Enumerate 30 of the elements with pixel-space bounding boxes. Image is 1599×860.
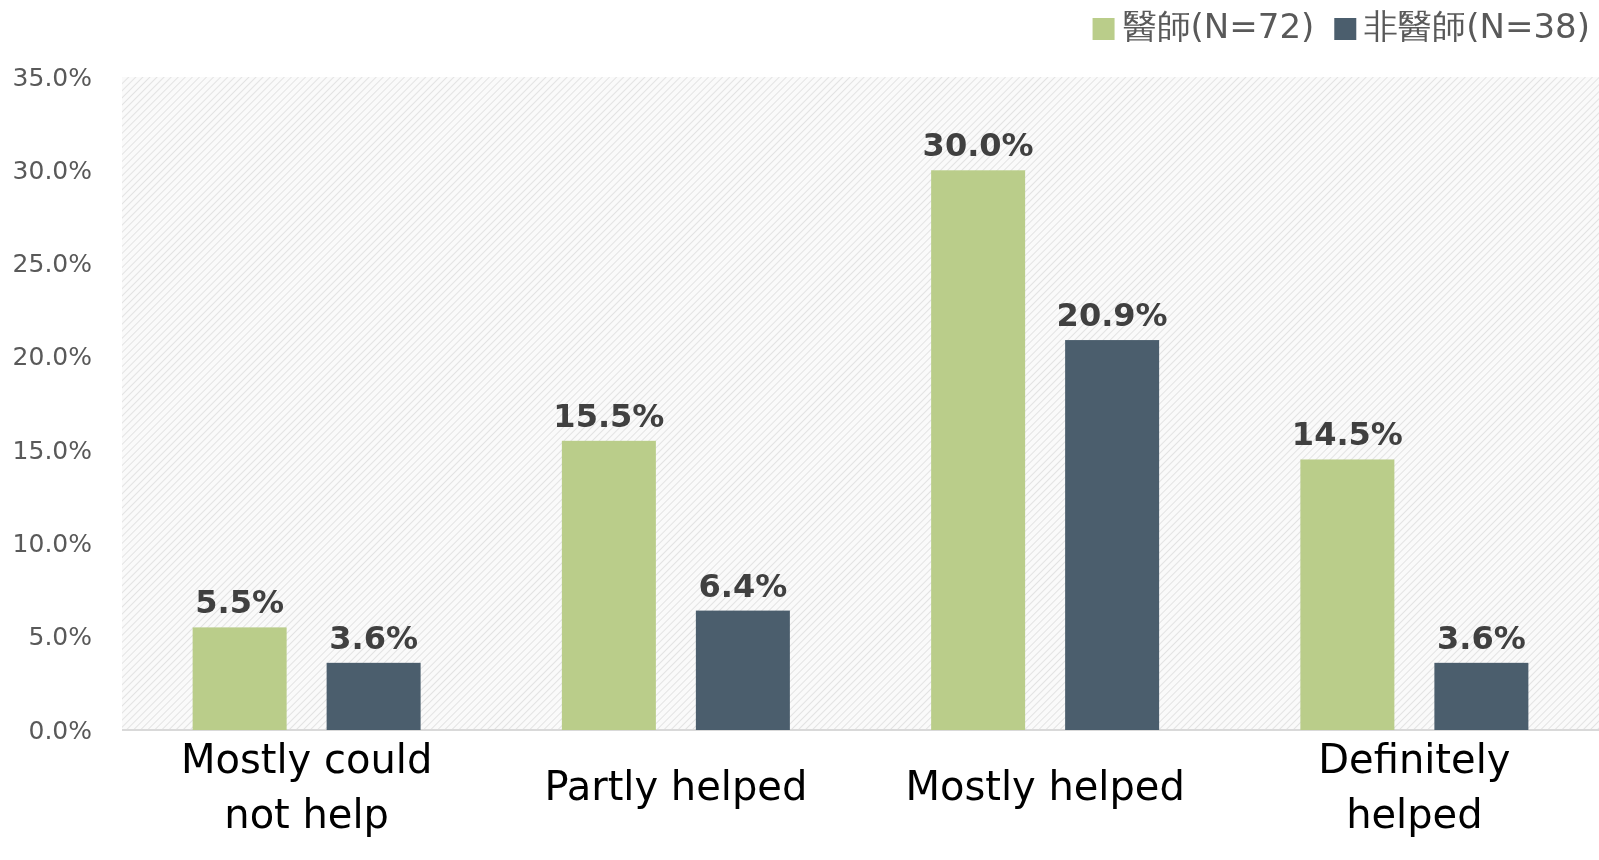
- data-label: 14.5%: [1291, 415, 1403, 454]
- x-tick-label: Definitely helped: [1318, 736, 1511, 837]
- data-label: 30.0%: [922, 126, 1034, 165]
- bar: [695, 610, 790, 730]
- data-label: 3.6%: [329, 618, 418, 657]
- bar: [326, 662, 421, 730]
- data-label: 3.6%: [1437, 618, 1526, 657]
- legend-label: 醫師(N=72): [1122, 6, 1315, 46]
- y-tick-label: 35.0%: [12, 62, 92, 92]
- data-label: 15.5%: [553, 396, 665, 435]
- x-tick-label: Partly helped: [544, 763, 808, 809]
- bar: [192, 627, 287, 730]
- y-tick-label: 0.0%: [28, 715, 92, 745]
- x-tick-label: Mostly helped: [905, 763, 1185, 809]
- data-label: 20.9%: [1056, 296, 1168, 335]
- y-tick-label: 15.0%: [12, 435, 92, 465]
- y-tick-label: 5.0%: [28, 622, 92, 652]
- bar: [561, 440, 656, 730]
- y-tick-label: 25.0%: [12, 249, 92, 279]
- bar: [1065, 340, 1160, 730]
- y-tick-label: 10.0%: [12, 528, 92, 558]
- y-tick-label: 20.0%: [12, 342, 92, 372]
- y-tick-label: 30.0%: [12, 155, 92, 185]
- x-tick-label: Mostly could not help: [180, 736, 433, 837]
- bar: [1434, 662, 1529, 730]
- bar: [931, 170, 1026, 730]
- data-label: 5.5%: [195, 583, 284, 622]
- legend-label: 非醫師(N=38): [1364, 6, 1590, 46]
- bar: [1300, 459, 1395, 730]
- data-label: 6.4%: [698, 566, 788, 605]
